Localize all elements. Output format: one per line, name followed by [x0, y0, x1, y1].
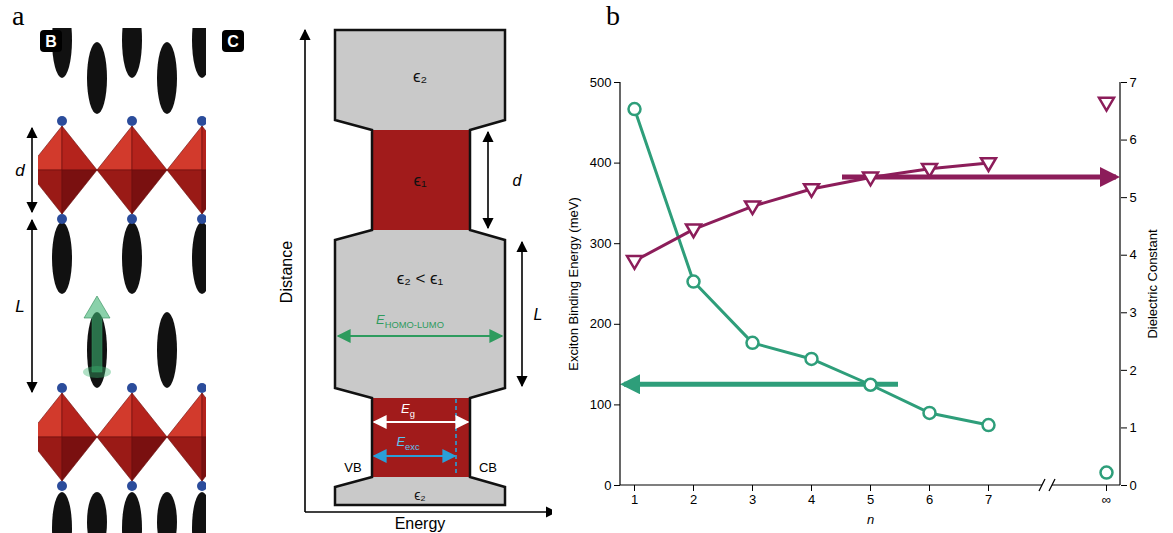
svg-text:d: d: [513, 172, 523, 189]
svg-text:3: 3: [1130, 305, 1137, 320]
svg-text:200: 200: [590, 316, 612, 331]
svg-text:CB: CB: [479, 460, 497, 475]
svg-text:5: 5: [1130, 190, 1137, 205]
svg-text:1: 1: [1130, 420, 1137, 435]
svg-text:∞: ∞: [1102, 492, 1111, 507]
svg-text:500: 500: [590, 75, 612, 90]
svg-text:7: 7: [985, 492, 992, 507]
svg-text:n: n: [867, 512, 874, 527]
svg-text:2: 2: [690, 492, 697, 507]
svg-text:Eg: Eg: [401, 401, 415, 419]
svg-text:6: 6: [1130, 132, 1137, 147]
svg-text:ϵ₂: ϵ₂: [413, 67, 427, 86]
svg-text:ϵ₂: ϵ₂: [414, 487, 426, 503]
html-text:a: a: [12, 0, 25, 31]
svg-text:5: 5: [867, 492, 874, 507]
svg-text:ϵ₁: ϵ₁: [413, 171, 427, 190]
svg-text:7: 7: [1130, 75, 1137, 90]
svg-text:B: B: [45, 33, 57, 50]
svg-text:0: 0: [604, 478, 611, 493]
svg-text:300: 300: [590, 236, 612, 251]
svg-text:2: 2: [1130, 363, 1137, 378]
svg-text:Eexc: Eexc: [396, 434, 420, 452]
svg-text:4: 4: [808, 492, 815, 507]
svg-text:400: 400: [590, 155, 612, 170]
svg-text:L: L: [534, 306, 543, 323]
svg-text:3: 3: [749, 492, 756, 507]
svg-text:VB: VB: [344, 460, 361, 475]
svg-text:100: 100: [590, 397, 612, 412]
svg-text:EHOMO-LUMO: EHOMO-LUMO: [376, 312, 444, 330]
svg-text:Energy: Energy: [395, 515, 446, 532]
svg-text:L: L: [15, 297, 24, 316]
svg-text:Distance: Distance: [278, 241, 295, 303]
svg-text:4: 4: [1130, 247, 1137, 262]
svg-text:Dielectric Constant: Dielectric Constant: [1145, 229, 1160, 338]
svg-text:ϵ₂ < ϵ₁: ϵ₂ < ϵ₁: [397, 269, 444, 288]
svg-text:6: 6: [926, 492, 933, 507]
html-text:b: b: [606, 0, 620, 31]
svg-text:d: d: [15, 161, 25, 180]
svg-text:Exciton Binding Energy (meV): Exciton Binding Energy (meV): [566, 197, 581, 370]
svg-text:1: 1: [631, 492, 638, 507]
svg-text:C: C: [227, 33, 239, 50]
svg-text:0: 0: [1130, 478, 1137, 493]
